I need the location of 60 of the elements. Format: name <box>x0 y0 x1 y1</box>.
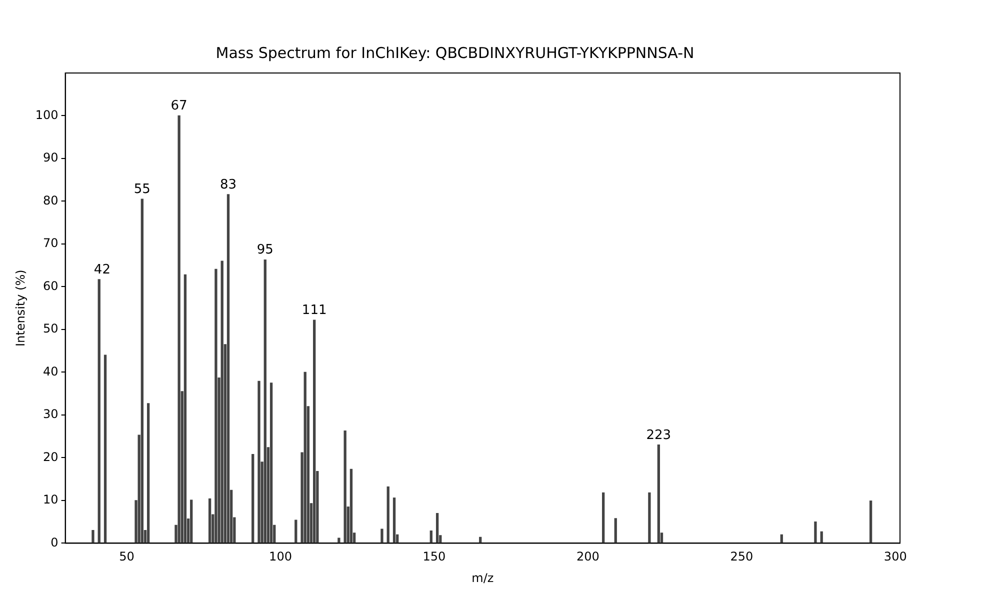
bar <box>258 380 260 544</box>
bar <box>350 468 353 544</box>
bar <box>178 115 180 544</box>
y-tick-label: 50 <box>43 322 58 336</box>
bar <box>104 354 107 544</box>
bar <box>338 538 340 544</box>
y-tick-label: 20 <box>43 450 58 464</box>
bar <box>344 430 346 544</box>
bar <box>98 279 100 544</box>
y-tick-label: 40 <box>43 364 58 378</box>
bar <box>220 260 224 544</box>
bar <box>92 530 94 544</box>
chart-title: Mass Spectrum for InChIKey: QBCBDINXYRUHGT-YKYKPPNNSA-N <box>216 44 694 62</box>
bar <box>392 498 396 544</box>
annotation: 83 <box>220 177 237 192</box>
bar <box>436 512 439 544</box>
bar <box>614 518 617 544</box>
bar <box>140 198 144 544</box>
annotation: 95 <box>256 242 274 258</box>
x-tick-label: 50 <box>119 550 134 564</box>
y-tick-label: 90 <box>43 150 58 165</box>
y-tick-label: 80 <box>43 193 58 208</box>
y-tick-label: 10 <box>43 492 58 507</box>
bar <box>657 444 660 544</box>
annotation: 55 <box>134 182 150 197</box>
bar <box>380 528 384 544</box>
bar <box>814 521 817 544</box>
bar <box>146 403 150 544</box>
bar <box>648 492 651 544</box>
bar <box>386 486 390 544</box>
x-axis-title: m/z <box>472 570 494 585</box>
bar <box>264 259 266 544</box>
x-tick-label: 300 <box>884 550 907 564</box>
bar <box>214 268 218 544</box>
y-tick-label: 70 <box>43 236 58 250</box>
x-tick-label: 150 <box>422 550 446 564</box>
bar <box>184 274 187 544</box>
y-axis-title: Intensity (%) <box>13 270 28 347</box>
bar <box>190 500 193 544</box>
bar <box>869 500 872 544</box>
bar <box>270 382 273 544</box>
annotation: 111 <box>302 302 327 318</box>
y-tick-label: 60 <box>43 278 58 293</box>
annotation: 67 <box>170 98 188 114</box>
x-tick-label: 250 <box>730 550 754 564</box>
bar <box>208 498 212 544</box>
annotation: 223 <box>646 428 672 443</box>
bar <box>602 492 605 544</box>
bar <box>252 454 254 544</box>
annotation: 42 <box>94 262 110 278</box>
bar <box>294 520 298 544</box>
x-tick-label: 200 <box>576 550 600 564</box>
bar <box>226 194 230 544</box>
bar <box>430 530 432 544</box>
bar <box>304 372 306 544</box>
bar <box>313 320 316 544</box>
x-tick-label: 100 <box>269 550 292 564</box>
y-tick-label: 100 <box>35 108 58 122</box>
y-tick-label: 0 <box>50 535 58 550</box>
y-tick-label: 30 <box>43 407 58 422</box>
